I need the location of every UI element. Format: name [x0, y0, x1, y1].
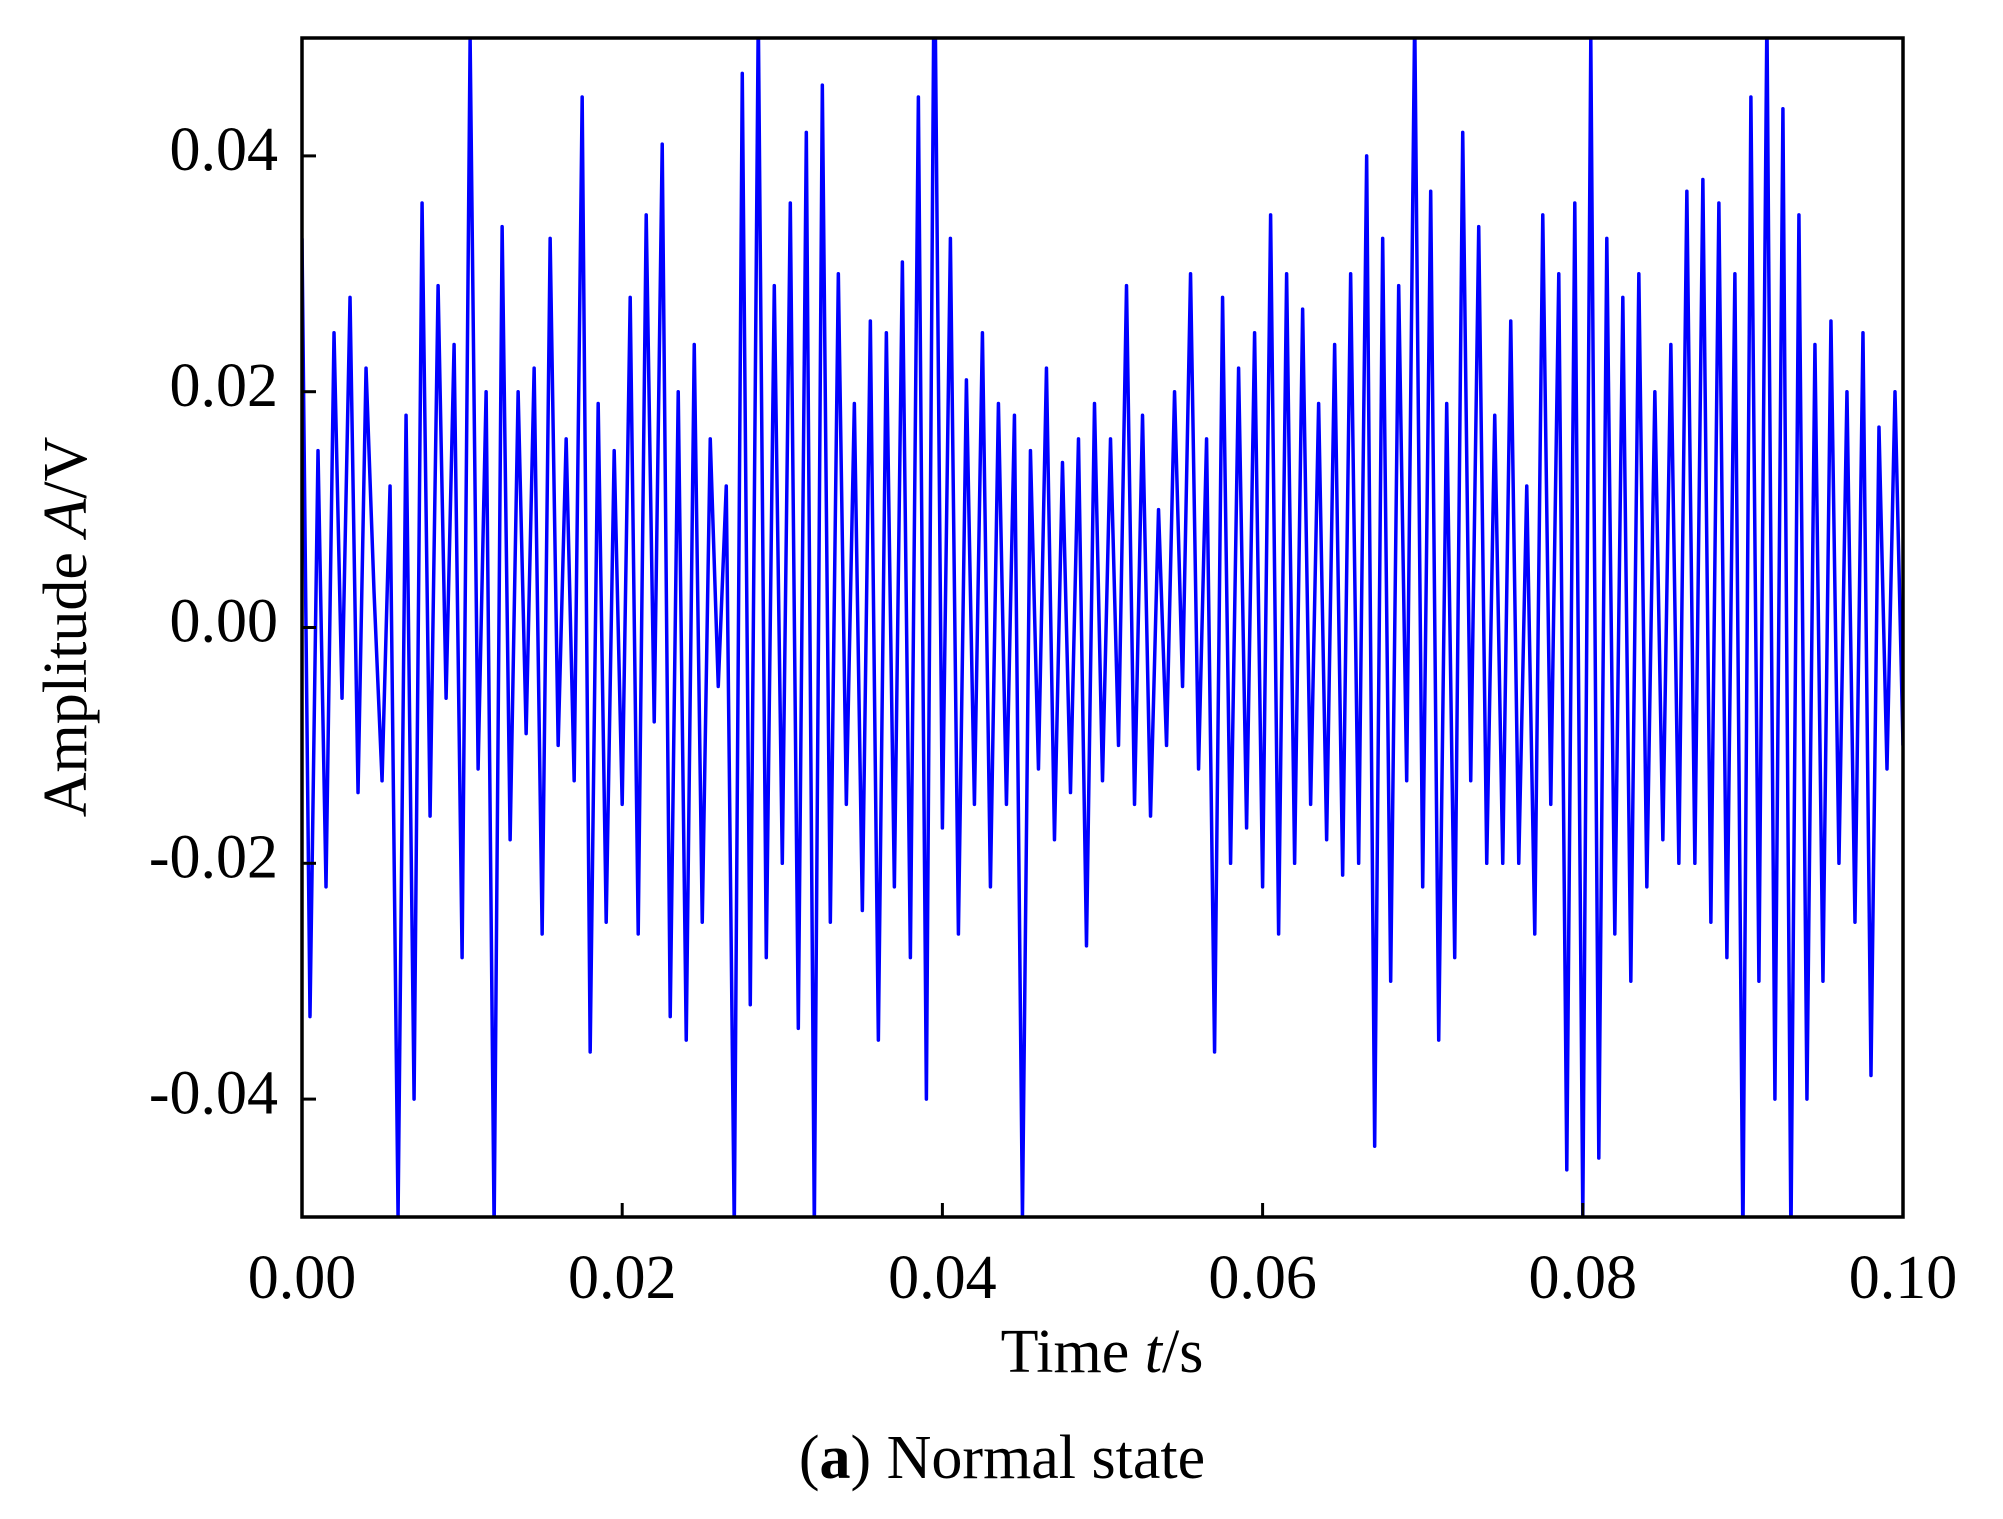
x-tick-label: 0.06 [1208, 1244, 1317, 1312]
plot-frame [300, 36, 1905, 1219]
y-tick-label: 0.00 [170, 588, 279, 656]
caption-part: ) Normal state [851, 1424, 1206, 1492]
y-tick-label: -0.02 [149, 824, 278, 892]
x-label-part: /s [1162, 1318, 1203, 1386]
x-axis-label: Time t/s [1001, 1318, 1204, 1386]
y-label-part: A [32, 498, 100, 541]
signal-line [302, 38, 1903, 1217]
y-label-part: Amplitude [32, 537, 100, 818]
y-tick-label: -0.04 [149, 1059, 278, 1127]
x-tick-label: 0.10 [1849, 1244, 1958, 1312]
x-tick-label: 0.02 [568, 1244, 677, 1312]
y-tick-label: 0.04 [170, 116, 279, 184]
y-label-part: /V [32, 436, 100, 498]
x-tick-label: 0.04 [888, 1244, 997, 1312]
caption-part: a [820, 1424, 851, 1492]
x-tick-label: 0.00 [248, 1244, 357, 1312]
x-label-part: Time [1001, 1318, 1145, 1386]
caption-part: ( [799, 1424, 820, 1492]
x-tick-label: 0.08 [1529, 1244, 1638, 1312]
caption: (a) Normal state [799, 1424, 1205, 1492]
y-tick-label: 0.02 [170, 352, 279, 420]
x-label-part: t [1145, 1318, 1164, 1386]
y-axis-label: Amplitude A/V [32, 436, 100, 817]
